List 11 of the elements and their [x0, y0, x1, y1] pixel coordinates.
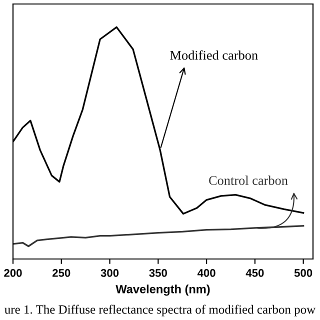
x-tick-label: 200	[4, 269, 22, 277]
x-axis-title: Wavelength (nm)	[116, 284, 210, 296]
x-tick-label: 250	[52, 269, 70, 277]
text: Modified carbon	[170, 50, 258, 60]
text: ure 1. The Diffuse reflectance spectra of modified carbon pow	[4, 304, 316, 316]
x-tick-label: 450	[246, 269, 264, 277]
text: Control carbon	[209, 176, 288, 185]
x-tick-label: 400	[197, 269, 216, 277]
x-tick-label: 350	[149, 269, 167, 277]
x-tick-label: 300	[100, 269, 119, 277]
x-tick-label: 500	[294, 269, 312, 277]
